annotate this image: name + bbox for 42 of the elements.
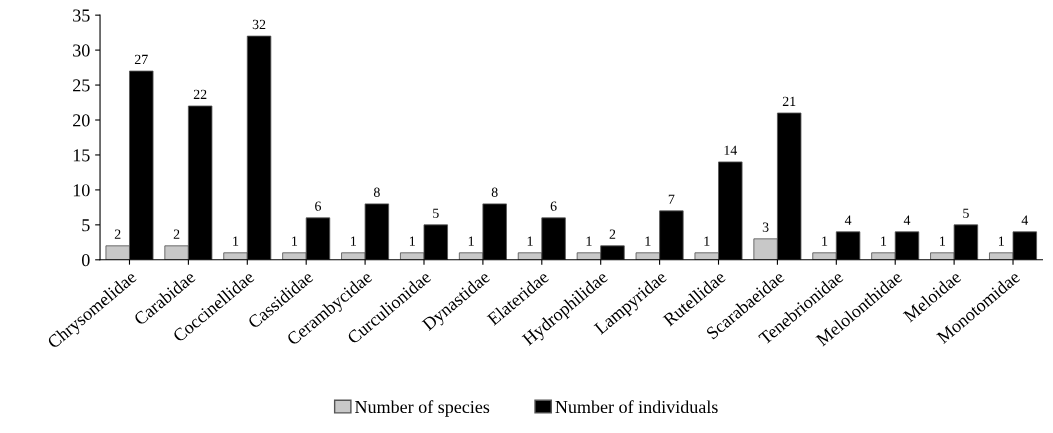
data-label: 32 [252, 19, 266, 30]
data-label: 2 [609, 229, 616, 239]
data-label: 1 [468, 236, 474, 246]
y-tick-label: 0 [81, 254, 90, 267]
data-label: 27 [134, 54, 148, 64]
data-label: 1 [233, 236, 239, 246]
data-label: 1 [822, 236, 828, 246]
data-label: 8 [491, 187, 498, 197]
data-label: 1 [881, 236, 887, 246]
y-tick-label: 30 [73, 44, 90, 57]
legend-label: Number of individuals [555, 400, 718, 414]
data-label: 6 [315, 201, 322, 211]
data-label: 4 [844, 215, 852, 225]
data-label: 1 [998, 236, 1004, 246]
data-label: 21 [782, 96, 796, 106]
data-label: 1 [586, 236, 592, 246]
y-tick-label: 15 [73, 149, 90, 162]
data-label: 1 [704, 236, 710, 246]
data-label: 7 [668, 194, 675, 204]
data-label: 8 [373, 187, 380, 197]
data-label: 1 [940, 236, 945, 246]
data-label: 22 [193, 89, 207, 99]
data-label: 2 [114, 229, 121, 239]
data-label: 1 [645, 236, 651, 246]
y-tick-label: 25 [73, 79, 90, 92]
data-label: 3 [762, 222, 769, 232]
data-label: 1 [409, 236, 415, 246]
data-label: 14 [724, 145, 738, 155]
data-label: 5 [433, 208, 439, 218]
legend-label: Number of species [355, 400, 490, 417]
y-tick-label: 35 [73, 9, 90, 22]
y-tick-label: 10 [73, 184, 90, 197]
data-label: 5 [963, 208, 969, 218]
data-label: 1 [527, 236, 533, 246]
data-label: 2 [173, 229, 180, 239]
y-tick-label: 20 [73, 114, 90, 127]
data-label: 4 [903, 215, 911, 225]
y-tick-label: 5 [82, 219, 90, 232]
data-label: 1 [292, 236, 298, 246]
data-label: 6 [550, 201, 557, 211]
data-label: 1 [351, 236, 356, 246]
data-label: 4 [1021, 215, 1029, 225]
